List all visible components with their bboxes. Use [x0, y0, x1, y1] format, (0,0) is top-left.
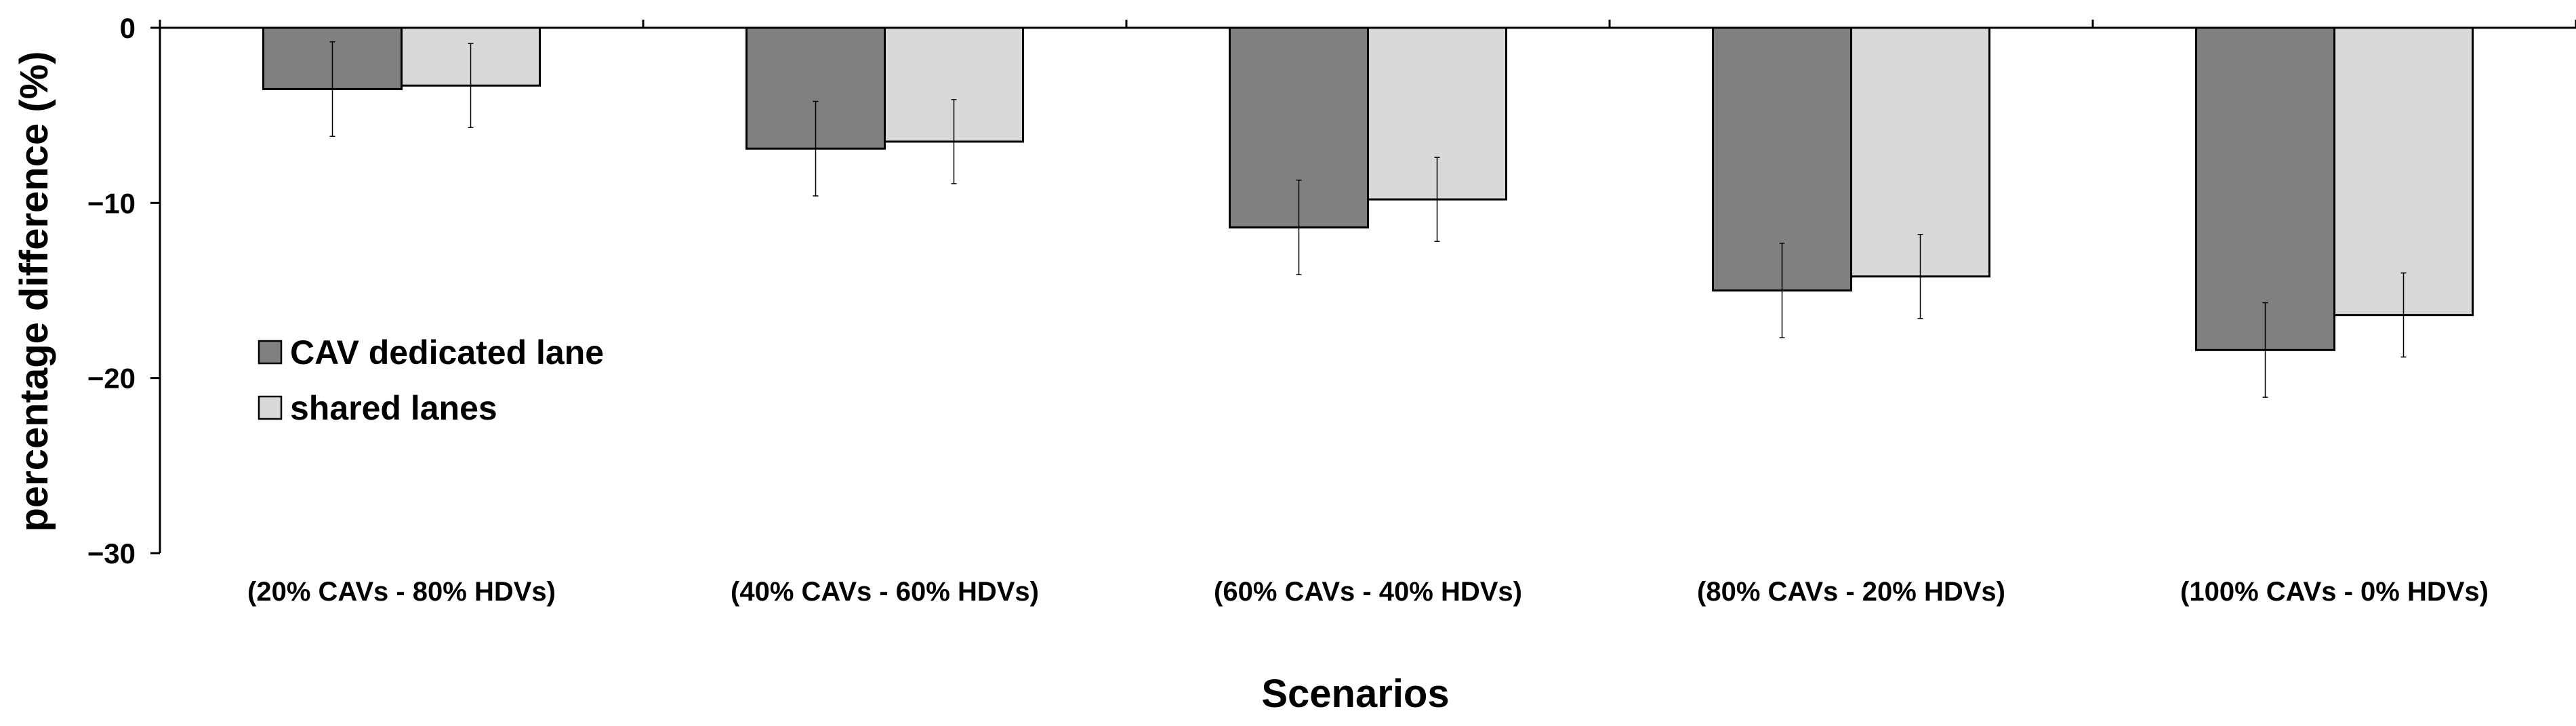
x-tick-label: (20% CAVs - 80% HDVs) — [247, 577, 556, 607]
x-category-labels: (20% CAVs - 80% HDVs) (40% CAVs - 60% HDV… — [247, 577, 2489, 607]
y-tick-label: −10 — [87, 187, 136, 219]
y-axis-title: percentage difference (%) — [12, 51, 56, 531]
x-tick-label: (40% CAVs - 60% HDVs) — [731, 577, 1039, 607]
legend-label-cav-dedicated-lane: CAV dedicated lane — [290, 334, 604, 371]
y-tick-label: −30 — [87, 538, 136, 569]
axes-layer — [150, 20, 2576, 554]
legend-swatch-cav-dedicated-lane — [258, 340, 283, 365]
x-tick-label: (100% CAVs - 0% HDVs) — [2180, 577, 2489, 607]
x-tick-label: (60% CAVs - 40% HDVs) — [1214, 577, 1522, 607]
legend: CAV dedicated lane shared lanes — [258, 334, 604, 427]
x-axis-title: Scenarios — [1261, 672, 1449, 716]
bar-cav-dedicated-lane-5 — [2195, 26, 2335, 351]
y-tick-labels: 0 −10 −20 −30 — [87, 12, 136, 569]
legend-swatch-shared-lanes — [258, 395, 283, 420]
legend-label-shared-lanes: shared lanes — [290, 389, 497, 427]
y-tick-label: −20 — [87, 363, 136, 395]
x-tick-label: (80% CAVs - 20% HDVs) — [1697, 577, 2005, 607]
bar-shared-lanes-5 — [2333, 26, 2474, 317]
bars-layer — [262, 26, 2474, 351]
y-tick-label: 0 — [120, 12, 136, 44]
error-bars-layer — [329, 41, 2407, 398]
